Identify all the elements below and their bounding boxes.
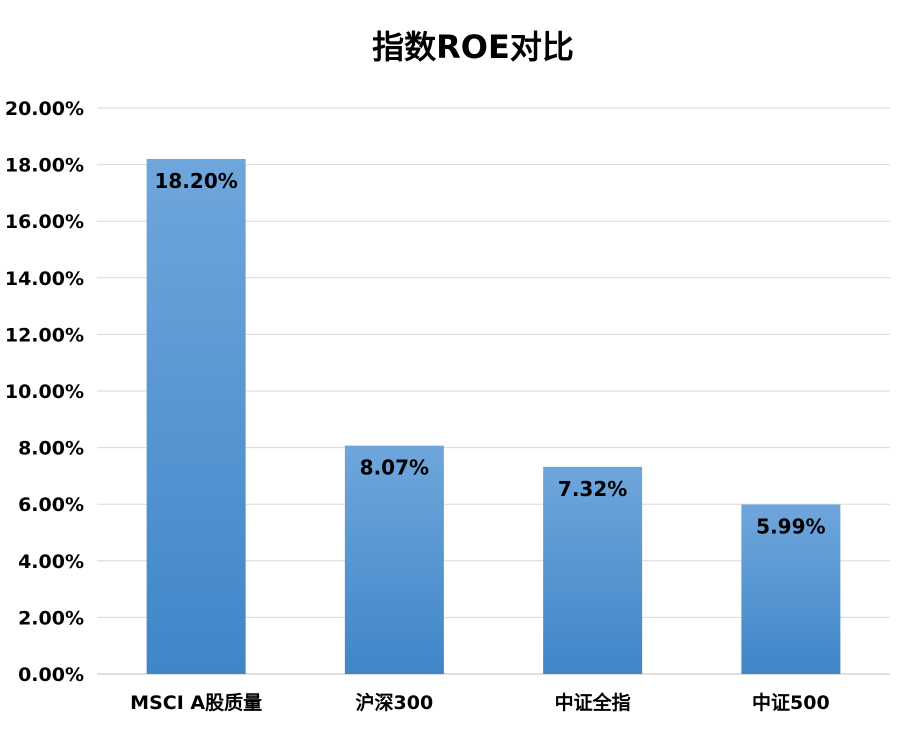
bar xyxy=(543,466,643,674)
y-tick-label: 14.00% xyxy=(5,268,84,290)
x-tick-label: 中证全指 xyxy=(555,691,631,714)
data-label: 18.20% xyxy=(154,169,237,193)
y-axis-ticks: 0.00% 2.00% 4.00% 6.00% 8.00% 10.00% 12.00% 14.… xyxy=(5,98,84,686)
data-label: 5.99% xyxy=(756,514,825,538)
y-tick-label: 10.00% xyxy=(5,381,84,403)
y-tick-label: 0.00% xyxy=(18,664,84,686)
bar xyxy=(741,504,841,674)
y-tick-label: 8.00% xyxy=(18,438,84,460)
bar xyxy=(146,158,246,674)
bar xyxy=(344,445,444,674)
y-tick-label: 18.00% xyxy=(5,155,84,177)
y-tick-label: 4.00% xyxy=(18,551,84,573)
data-labels: 18.20% 8.07% 7.32% 5.99% xyxy=(154,169,825,539)
x-tick-label: MSCI A股质量 xyxy=(130,692,262,714)
x-tick-label: 沪深300 xyxy=(356,691,434,714)
y-tick-label: 2.00% xyxy=(18,607,84,629)
x-axis-ticks: MSCI A股质量 沪深300 中证全指 中证500 xyxy=(130,691,830,714)
y-tick-label: 6.00% xyxy=(18,494,84,516)
data-label: 8.07% xyxy=(360,456,429,480)
chart-title: 指数ROE对比 xyxy=(372,28,574,66)
data-label: 7.32% xyxy=(558,477,627,501)
y-tick-label: 20.00% xyxy=(5,98,84,120)
y-tick-label: 12.00% xyxy=(5,324,84,346)
bars xyxy=(146,158,841,674)
y-tick-label: 16.00% xyxy=(5,211,84,233)
x-tick-label: 中证500 xyxy=(752,691,830,714)
